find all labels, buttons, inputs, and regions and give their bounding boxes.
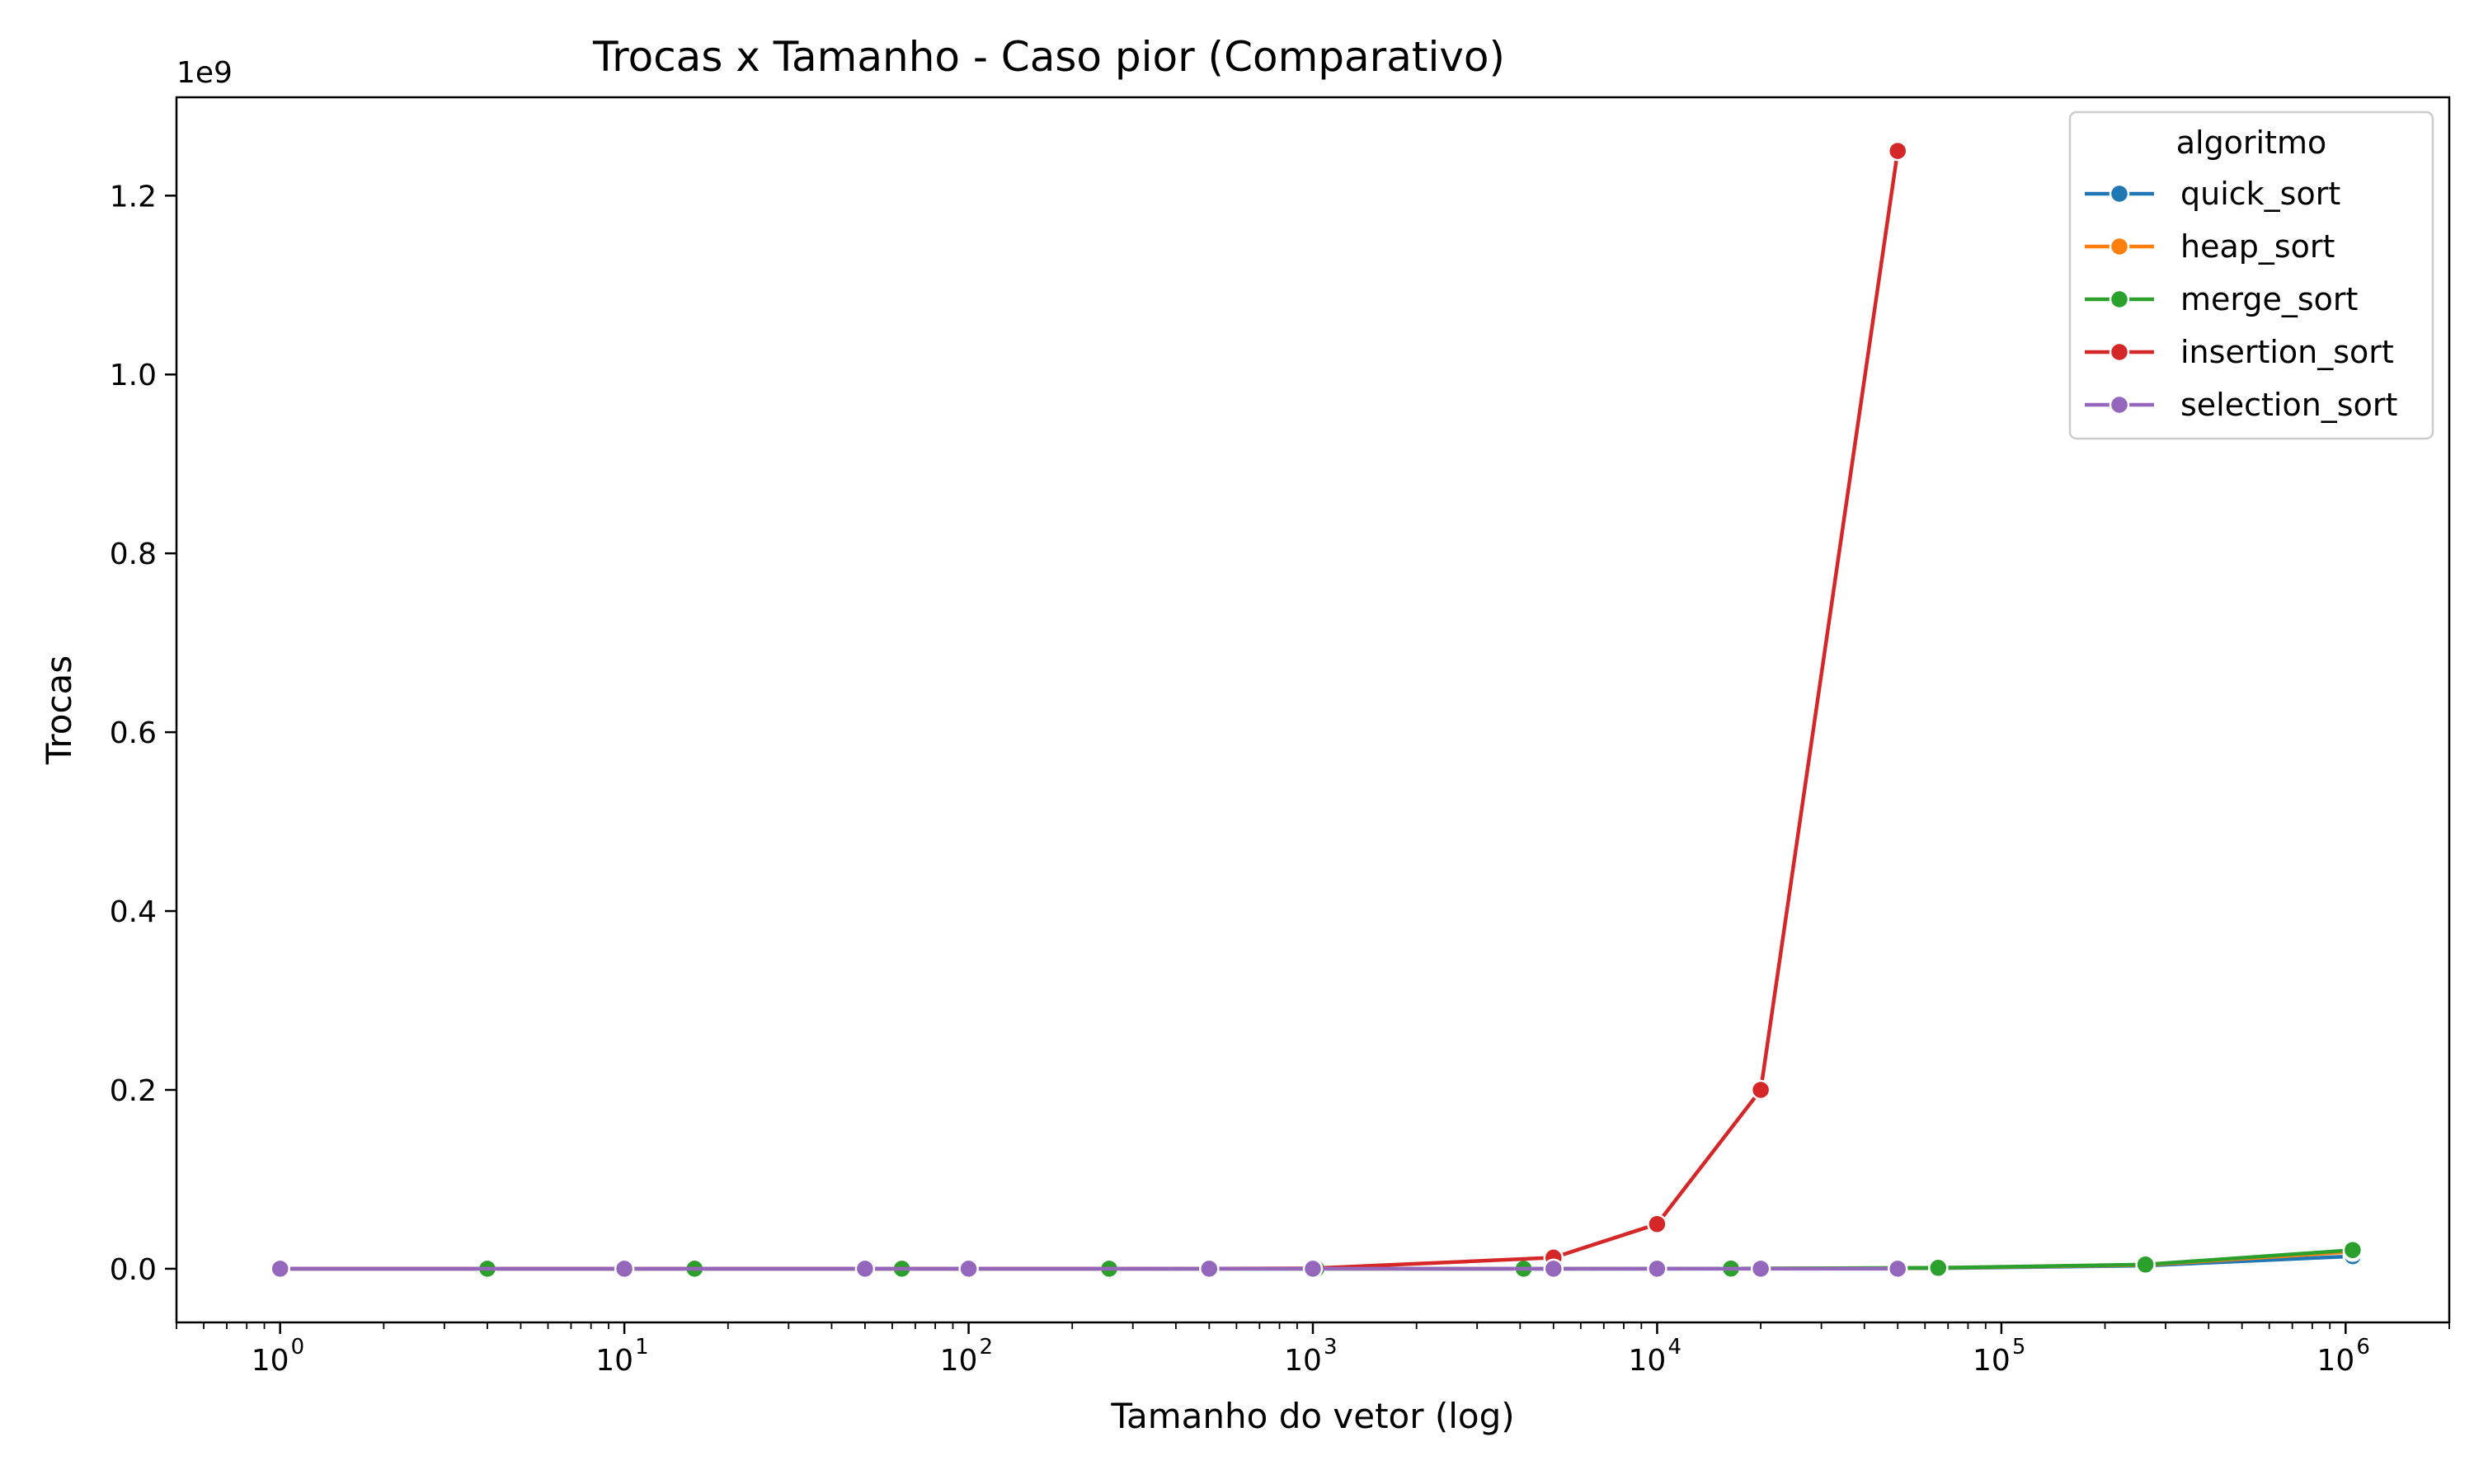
legend-label: quick_sort: [2180, 176, 2340, 212]
data-point: [1543, 1258, 1564, 1280]
data-point: [958, 1258, 979, 1280]
legend-item-selection-sort: selection_sort: [2085, 387, 2397, 423]
data-point: [1887, 1258, 1908, 1280]
x-tick-label: 10: [2316, 1344, 2354, 1378]
y-offset-label: 1e9: [176, 56, 233, 90]
y-tick-label: 0.2: [110, 1074, 157, 1108]
x-tick-label: 10: [940, 1344, 978, 1378]
data-point: [1647, 1258, 1667, 1280]
x-tick-label-exponent: 6: [2356, 1335, 2370, 1360]
data-point: [1750, 1079, 1771, 1101]
y-tick-label: 0.0: [110, 1253, 157, 1287]
series-layer: [270, 140, 2363, 1280]
data-point: [1199, 1258, 1220, 1280]
legend-marker: [2109, 341, 2130, 363]
y-tick-label: 1.2: [110, 180, 157, 214]
legend-marker: [2109, 183, 2130, 204]
series-selection-sort: [270, 1258, 1908, 1280]
data-point: [1928, 1257, 1949, 1279]
legend-item-insertion-sort: insertion_sort: [2085, 334, 2394, 370]
chart-title: Trocas x Tamanho - Caso pior (Comparativ…: [592, 33, 1505, 81]
legend-item-quick-sort: quick_sort: [2085, 176, 2340, 212]
y-axis: 0.0 0.2 0.4 0.6 0.8 1.0 1.2: [110, 180, 176, 1287]
data-point: [270, 1258, 290, 1280]
y-tick-label: 0.8: [110, 538, 157, 571]
legend-marker: [2109, 236, 2130, 257]
x-tick-label: 10: [1284, 1344, 1322, 1378]
legend-items: quick_sort heap_sort merge_sort insertion_s…: [2085, 176, 2397, 423]
x-tick-label: 10: [1629, 1344, 1667, 1378]
data-point: [854, 1258, 876, 1280]
data-point: [1302, 1258, 1324, 1280]
legend-label: heap_sort: [2180, 228, 2335, 265]
x-tick-label: 10: [252, 1344, 289, 1378]
legend-label: selection_sort: [2180, 387, 2397, 423]
legend-title: algoritmo: [2176, 124, 2327, 161]
x-tick-label-exponent: 0: [291, 1335, 305, 1360]
data-point: [2342, 1239, 2363, 1261]
data-point: [1647, 1214, 1667, 1234]
x-tick-label-exponent: 3: [1324, 1335, 1338, 1360]
legend-item-merge-sort: merge_sort: [2085, 281, 2358, 317]
data-point: [614, 1258, 635, 1280]
data-point: [1750, 1258, 1771, 1280]
x-axis-label: Tamanho do vetor (log): [1110, 1396, 1514, 1436]
legend-marker: [2109, 289, 2130, 310]
x-axis: 10 0 10 1 10 2 10 3 10 4 10 5 10 6: [176, 1322, 2450, 1378]
legend-label: insertion_sort: [2180, 334, 2394, 370]
y-tick-label: 0.6: [110, 716, 157, 750]
x-tick-label-exponent: 2: [980, 1335, 994, 1360]
legend-label: merge_sort: [2180, 281, 2358, 317]
data-point: [2135, 1254, 2156, 1275]
y-tick-label: 0.4: [110, 895, 157, 929]
x-tick-label-exponent: 5: [2012, 1335, 2026, 1360]
legend-box: [2068, 110, 2434, 440]
y-tick-label: 1.0: [110, 359, 157, 392]
x-tick-label: 10: [595, 1344, 633, 1378]
x-tick-label: 10: [1973, 1344, 2011, 1378]
y-axis-label: Trocas: [39, 655, 79, 765]
x-tick-label-exponent: 4: [1667, 1335, 1681, 1360]
x-tick-label-exponent: 1: [635, 1335, 649, 1360]
data-point: [1887, 140, 1908, 162]
legend: algoritmo quick_sort heap_sort merge_sorti…: [2068, 110, 2434, 440]
legend-marker: [2109, 394, 2130, 416]
legend-item-heap-sort: heap_sort: [2085, 228, 2335, 265]
